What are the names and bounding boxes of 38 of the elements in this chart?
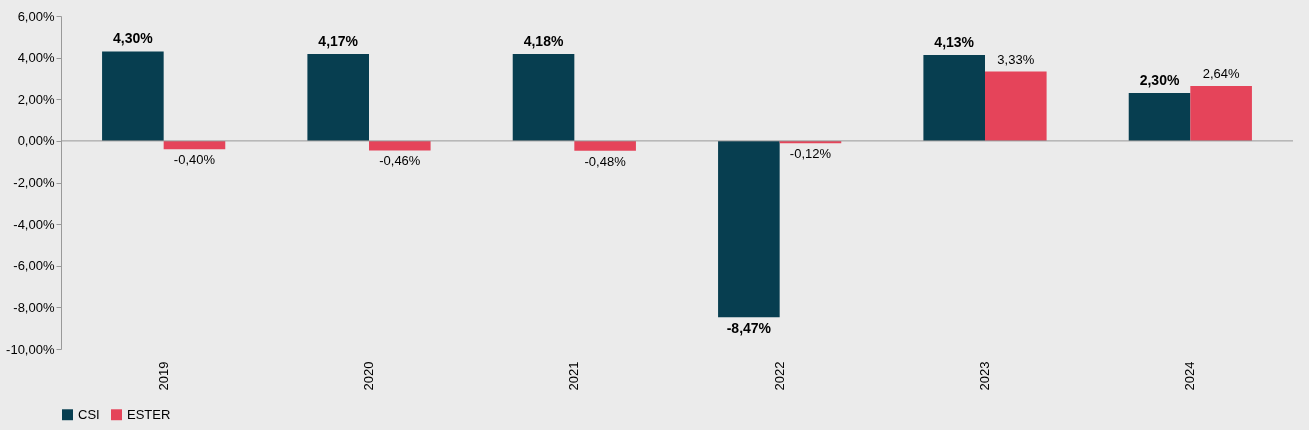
y-tick-label: -10,00% <box>6 341 55 357</box>
y-tick-label: 6,00% <box>17 8 55 24</box>
bar <box>512 53 575 141</box>
data-label: 4,18% <box>523 32 564 49</box>
x-tick-label: 2024 <box>1182 361 1198 391</box>
bar <box>307 54 369 141</box>
data-label: 4,30% <box>113 30 154 47</box>
y-tick-label: -2,00% <box>13 175 55 190</box>
data-label: -0,46% <box>379 153 421 169</box>
y-tick-label: -4,00% <box>13 216 55 232</box>
x-tick-label: 2021 <box>566 361 582 391</box>
data-label: -0,48% <box>584 153 627 169</box>
y-tick-label: -8,00% <box>13 299 55 315</box>
bar <box>923 54 985 141</box>
y-tick-label: -6,00% <box>13 258 55 274</box>
data-label: -0,12% <box>789 146 832 162</box>
x-tick-label: 2022 <box>771 361 787 391</box>
data-label: -8,47% <box>726 320 772 337</box>
bar <box>985 71 1047 141</box>
y-tick-label: 4,00% <box>17 50 55 66</box>
y-tick-label: 2,00% <box>17 91 55 107</box>
x-tick-label: 2020 <box>361 361 376 391</box>
data-label: 4,13% <box>934 33 975 50</box>
bar <box>574 140 636 151</box>
data-label: 2,30% <box>1139 72 1180 89</box>
bar <box>102 51 164 141</box>
y-tick-label: 0,00% <box>17 133 55 149</box>
legend-label: CSI <box>78 406 100 422</box>
data-label: 4,17% <box>318 33 359 50</box>
legend-label: ESTER <box>127 406 171 422</box>
x-tick-label: 2019 <box>155 361 171 391</box>
bar <box>1128 93 1191 141</box>
bar <box>1190 85 1252 141</box>
data-label: -0,40% <box>173 152 216 168</box>
x-tick-label: 2023 <box>977 361 992 391</box>
data-label: 2,64% <box>1202 65 1240 81</box>
bar <box>718 140 780 318</box>
data-label: 3,33% <box>997 51 1035 67</box>
